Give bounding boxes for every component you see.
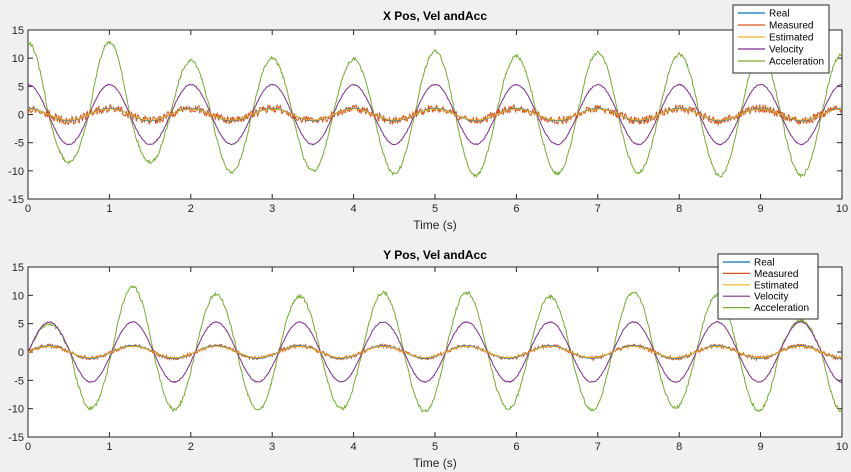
x-tick-label: 10 (836, 203, 848, 215)
tick-group: 0 1 2 3 4 5 6 7 8 9 10 -15 -10 -5 0 5 10 15 (8, 262, 848, 453)
x-tick-label: 8 (676, 441, 682, 453)
legend-label: Estimated (769, 33, 813, 44)
legend: RealMeasuredEstimatedVelocityAcceleratio… (717, 253, 819, 320)
x-tick-label: 4 (351, 441, 357, 453)
y-tick-label: -5 (14, 375, 24, 387)
series-group (27, 285, 843, 413)
legend-label: Real (754, 258, 775, 269)
legend-label: Measured (754, 269, 798, 280)
series-line (27, 285, 843, 413)
y-tick-label: -10 (8, 404, 24, 416)
chart-x: X Pos, Vel andAcc 0 1 2 3 4 5 6 7 8 9 10 -15 -10 -5 0 5… (8, 4, 848, 232)
y-tick-label: 10 (12, 53, 24, 65)
legend-label: Velocity (769, 45, 803, 56)
x-tick-label: 6 (513, 441, 519, 453)
y-tick-label: 5 (18, 81, 24, 93)
legend: RealMeasuredEstimatedVelocityAcceleratio… (732, 4, 830, 74)
y-tick-label: 15 (12, 262, 24, 274)
legend-label: Velocity (754, 292, 788, 303)
x-tick-label: 9 (758, 203, 764, 215)
legend-label: Estimated (754, 280, 798, 291)
x-tick-label: 10 (836, 441, 848, 453)
x-tick-label: 5 (432, 203, 438, 215)
series-line (27, 83, 843, 146)
x-tick-label: 6 (513, 203, 519, 215)
series-line (27, 320, 843, 384)
y-tick-label: -5 (14, 138, 24, 150)
chart-title: Y Pos, Vel andAcc (383, 248, 487, 262)
legend-label: Real (769, 9, 790, 20)
x-tick-label: 4 (351, 203, 357, 215)
y-tick-label: 5 (18, 319, 24, 331)
legend-label: Measured (769, 21, 813, 32)
x-tick-label: 8 (676, 203, 682, 215)
chart-y: Y Pos, Vel andAcc 0 1 2 3 4 5 6 7 8 9 10 -15 -10 -5 0 5… (8, 248, 848, 470)
y-tick-label: 0 (18, 110, 24, 122)
x-axis-label: Time (s) (413, 456, 457, 470)
legend-label: Acceleration (769, 57, 824, 68)
x-tick-label: 9 (758, 441, 764, 453)
plot-area (27, 266, 843, 438)
legend-box (732, 4, 830, 74)
y-tick-label: 0 (18, 347, 24, 359)
y-tick-label: -10 (8, 166, 24, 178)
x-tick-label: 0 (25, 203, 31, 215)
x-tick-label: 0 (25, 441, 31, 453)
series-line (27, 40, 843, 179)
y-tick-label: 10 (12, 290, 24, 302)
x-tick-label: 5 (432, 441, 438, 453)
series-group (27, 40, 843, 179)
y-tick-label: -15 (8, 432, 24, 444)
plot-area (27, 29, 843, 200)
x-tick-label: 3 (269, 441, 275, 453)
x-tick-label: 1 (106, 203, 112, 215)
legend-label: Acceleration (754, 303, 809, 314)
series-line (27, 345, 843, 359)
x-tick-label: 2 (188, 441, 194, 453)
series-line (28, 108, 842, 121)
x-tick-label: 1 (106, 441, 112, 453)
x-tick-label: 2 (188, 203, 194, 215)
chart-title: X Pos, Vel andAcc (383, 9, 487, 23)
x-axis-label: Time (s) (413, 218, 457, 232)
x-tick-label: 3 (269, 203, 275, 215)
x-tick-label: 7 (595, 203, 601, 215)
y-tick-label: 15 (12, 25, 24, 37)
x-tick-label: 7 (595, 441, 601, 453)
y-tick-label: -15 (8, 194, 24, 206)
